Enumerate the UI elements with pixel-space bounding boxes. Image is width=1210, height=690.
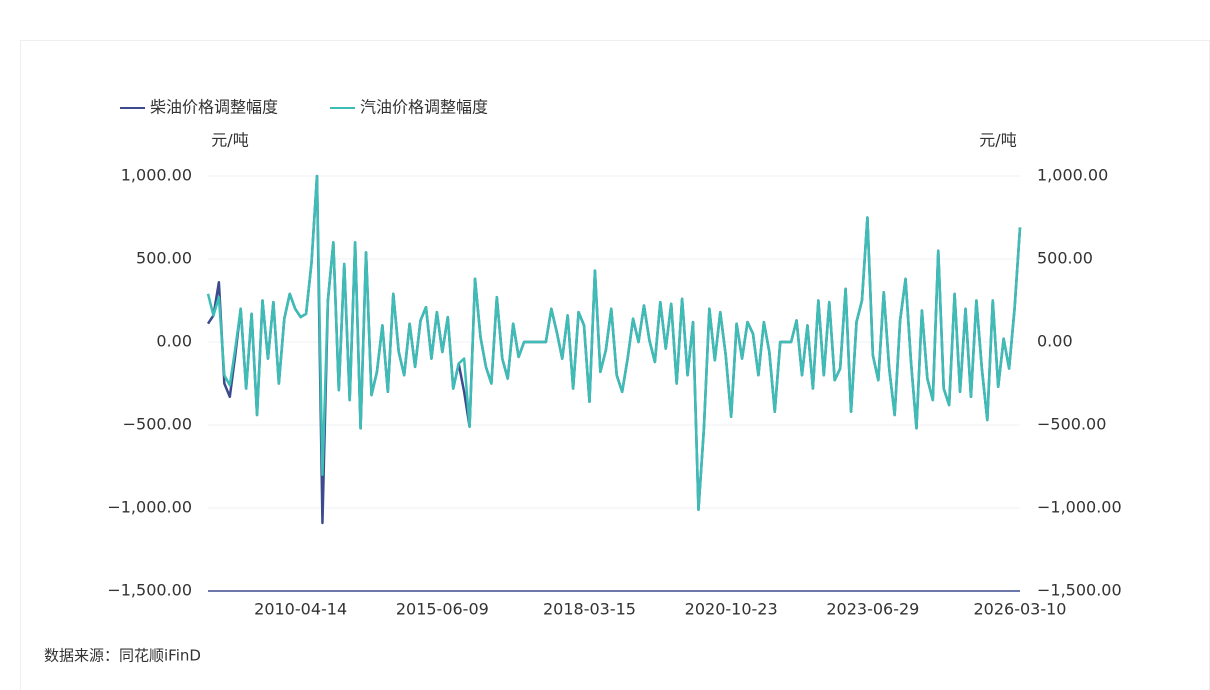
y2-tick-label: −1,500.00 — [1037, 581, 1122, 600]
x-tick-label: 2023-06-29 — [826, 600, 919, 619]
x-tick-label: 2026-03-10 — [974, 600, 1067, 619]
x-tick-label: 2015-06-09 — [396, 600, 489, 619]
y-tick-label: 1,000.00 — [121, 166, 192, 185]
legend-label: 柴油价格调整幅度 — [150, 98, 278, 117]
y2-unit: 元/吨 — [979, 131, 1016, 150]
y-tick-label: 500.00 — [136, 249, 192, 268]
y-unit: 元/吨 — [211, 131, 248, 150]
x-tick-label: 2020-10-23 — [685, 600, 778, 619]
y-tick-label: 0.00 — [156, 332, 192, 351]
y2-tick-label: 0.00 — [1037, 332, 1073, 351]
y-tick-label: −1,500.00 — [107, 581, 192, 600]
y2-tick-label: −500.00 — [1037, 415, 1106, 434]
legend-label: 汽油价格调整幅度 — [360, 98, 488, 117]
x-tick-label: 2010-04-14 — [254, 600, 347, 619]
series-line — [206, 174, 1022, 511]
y2-tick-label: −1,000.00 — [1037, 498, 1122, 517]
y2-tick-label: 500.00 — [1037, 249, 1093, 268]
y-tick-label: −500.00 — [123, 415, 192, 434]
y-tick-label: −1,000.00 — [107, 498, 192, 517]
source: 数据来源：同花顺iFinD — [44, 647, 201, 665]
y2-tick-label: 1,000.00 — [1037, 166, 1108, 185]
x-tick-label: 2018-03-15 — [543, 600, 636, 619]
